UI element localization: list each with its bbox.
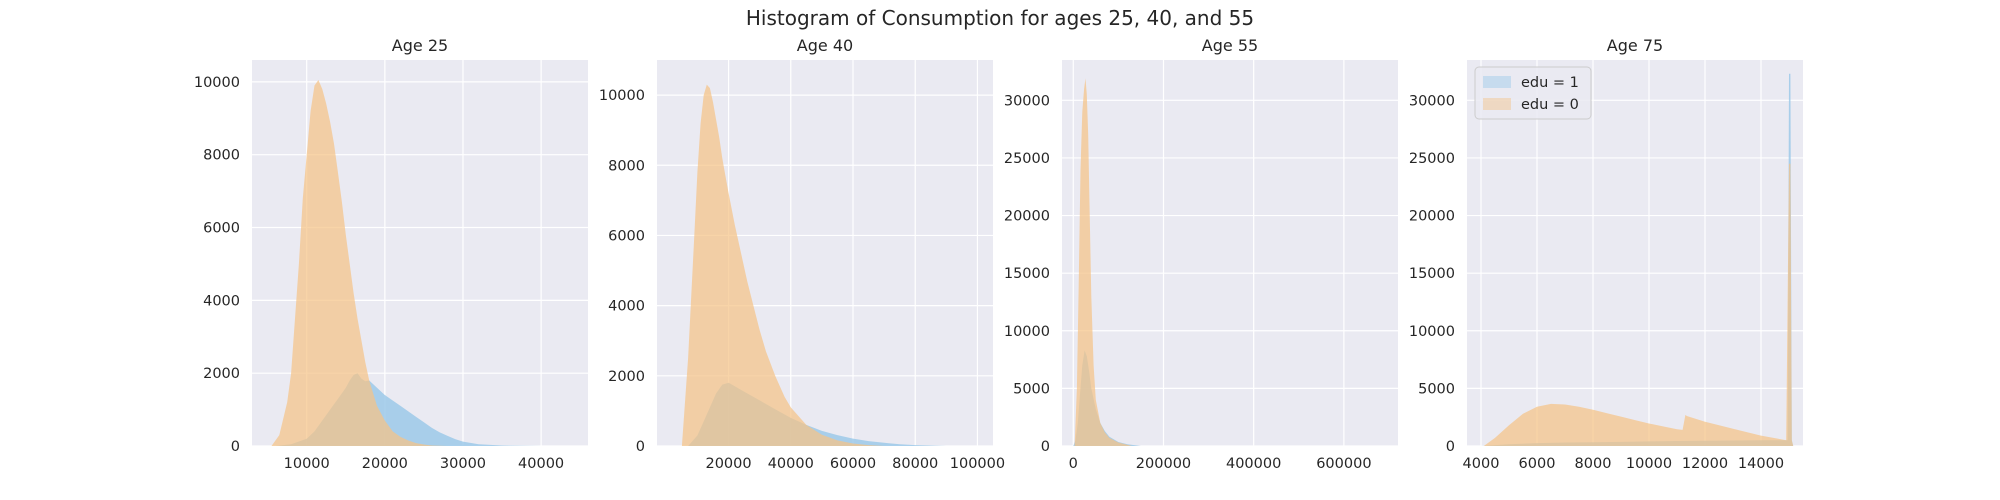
x-tick-label: 14000 — [1738, 456, 1784, 472]
x-tick-label: 600000 — [1316, 456, 1371, 472]
legend-box — [1474, 66, 1592, 120]
y-tick-label: 5000 — [1013, 381, 1050, 397]
x-tick-label: 12000 — [1682, 456, 1728, 472]
y-tick-label: 10000 — [599, 88, 645, 104]
figure-suptitle: Histogram of Consumption for ages 25, 40… — [746, 6, 1254, 30]
panel-3: 0 200000 400000 600000 0 5000 10000 15000 20000 2… — [1004, 36, 1398, 472]
x-tick-label: 40000 — [768, 456, 814, 472]
panel-title: Age 75 — [1607, 36, 1663, 55]
y-tick-label: 30000 — [1409, 93, 1455, 109]
histogram-edu-0 — [1074, 78, 1132, 447]
x-tick-label: 80000 — [892, 456, 938, 472]
y-tick-label: 6000 — [608, 228, 645, 244]
panel-title: Age 40 — [797, 36, 853, 55]
x-tick-label: 100000 — [950, 456, 1005, 472]
y-tick-label: 4000 — [608, 299, 645, 315]
y-tick-label: 10000 — [194, 75, 240, 91]
x-tick-label: 10000 — [284, 456, 330, 472]
x-tick-label: 4000 — [1463, 456, 1500, 472]
x-tick-label: 6000 — [1519, 456, 1556, 472]
y-tick-label: 8000 — [608, 158, 645, 174]
panel-4: 4000 6000 8000 10000 12000 14000 0 5000 10000 150… — [1409, 36, 1803, 472]
y-tick-label: 6000 — [203, 221, 240, 237]
panel-2: 20000 40000 60000 80000 100000 0 2000 4000 6000 8… — [599, 36, 1005, 472]
panel-title: Age 55 — [1202, 36, 1258, 55]
y-tick-label: 30000 — [1004, 93, 1050, 109]
y-tick-label: 0 — [1446, 439, 1455, 455]
legend-label: edu = 0 — [1521, 97, 1579, 113]
legend-swatch — [1483, 76, 1511, 88]
panel-1: 10000 20000 30000 40000 0 2000 4000 6000 8000 100… — [194, 36, 588, 472]
x-tick-label: 30000 — [440, 456, 486, 472]
x-tick-label: 60000 — [830, 456, 876, 472]
x-tick-label: 10000 — [1626, 456, 1672, 472]
y-tick-label: 8000 — [203, 148, 240, 164]
legend-swatch — [1483, 98, 1511, 110]
y-tick-label: 0 — [1041, 439, 1050, 455]
x-tick-label: 200000 — [1136, 456, 1191, 472]
panel-background — [1467, 60, 1803, 446]
x-tick-label: 8000 — [1575, 456, 1612, 472]
y-tick-label: 10000 — [1004, 324, 1050, 340]
histogram-edu-0 — [681, 84, 885, 446]
histogram-edu-0 — [271, 80, 448, 446]
y-tick-label: 20000 — [1409, 209, 1455, 225]
panel-background — [1062, 60, 1398, 446]
x-tick-label: 400000 — [1226, 456, 1281, 472]
x-tick-label: 0 — [1069, 456, 1078, 472]
y-tick-label: 15000 — [1409, 266, 1455, 282]
y-tick-label: 25000 — [1004, 151, 1050, 167]
y-tick-label: 0 — [636, 439, 645, 455]
panel-title: Age 25 — [392, 36, 448, 55]
y-tick-label: 2000 — [203, 366, 240, 382]
y-tick-label: 5000 — [1418, 381, 1455, 397]
x-tick-label: 40000 — [518, 456, 564, 472]
legend: edu = 1 edu = 0 — [1474, 66, 1592, 120]
y-tick-label: 10000 — [1409, 324, 1455, 340]
y-tick-label: 2000 — [608, 369, 645, 385]
y-tick-label: 0 — [231, 439, 240, 455]
x-tick-label: 20000 — [705, 456, 751, 472]
y-tick-label: 15000 — [1004, 266, 1050, 282]
y-tick-label: 4000 — [203, 293, 240, 309]
legend-label: edu = 1 — [1521, 75, 1579, 91]
x-tick-label: 20000 — [362, 456, 408, 472]
y-tick-label: 25000 — [1409, 151, 1455, 167]
y-tick-label: 20000 — [1004, 209, 1050, 225]
